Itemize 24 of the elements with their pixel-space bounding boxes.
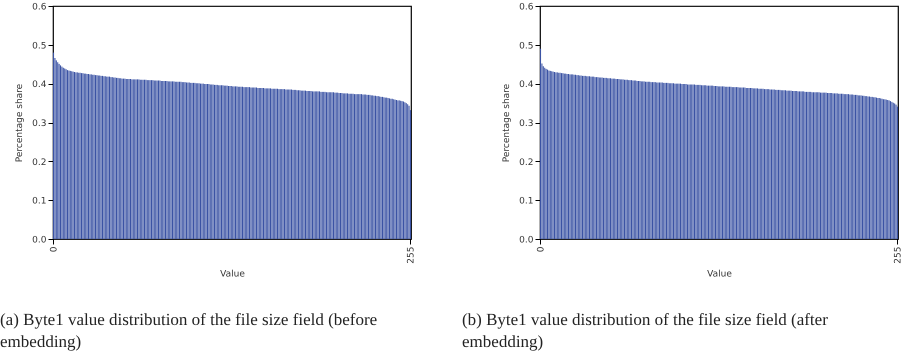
y-tick-label: 0.3: [32, 119, 46, 129]
y-tick-label: 0.5: [32, 41, 46, 52]
x-axis-title: Value: [220, 270, 246, 280]
x-tick-label: 0: [50, 246, 60, 252]
x-axis-title: Value: [707, 270, 732, 280]
y-tick-label: 0.0: [519, 236, 534, 246]
y-tick-label: 0.6: [32, 2, 47, 12]
y-tick-label: 0.5: [519, 41, 534, 52]
text: (b) Byte1 value distribution of the file size field (after embedding): [462, 309, 829, 353]
x-tick-label: 0: [536, 246, 547, 252]
x-tick-label: 255: [893, 246, 904, 264]
y-axis-title: Percentage share: [15, 83, 26, 162]
x-tick-label: 255: [406, 246, 416, 264]
y-tick-label: 0.4: [32, 80, 47, 90]
y-tick-label: 0.2: [32, 158, 46, 168]
y-tick-label: 0.6: [519, 2, 534, 12]
text: (a) Byte1 value distribution of the file size field (before embedding): [0, 309, 378, 353]
y-tick-label: 0.0: [32, 236, 47, 246]
y-tick-label: 0.4: [519, 80, 534, 90]
y-tick-label: 0.3: [519, 119, 534, 129]
y-tick-label: 0.1: [32, 196, 46, 207]
y-tick-label: 0.1: [519, 196, 534, 207]
y-axis-title: Percentage share: [502, 83, 512, 162]
y-tick-label: 0.2: [519, 158, 534, 168]
